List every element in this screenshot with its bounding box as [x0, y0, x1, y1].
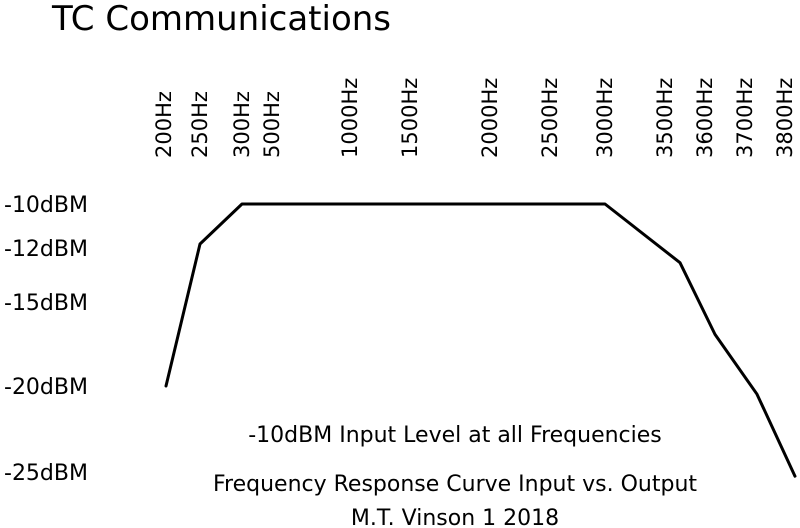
x-tick-labels: 200Hz 250Hz 300Hz 500Hz 1000Hz 1500Hz 2000Hz 25…	[152, 78, 797, 158]
annotation-curve-description: Frequency Response Curve Input vs. Outpu…	[213, 472, 697, 497]
y-tick-label: -20dBM	[4, 375, 88, 400]
x-tick-label: 2500Hz	[538, 78, 562, 158]
x-tick-label: 3800Hz	[773, 78, 797, 158]
y-tick-label: -12dBM	[4, 237, 88, 262]
annotation-input-level: -10dBM Input Level at all Frequencies	[248, 423, 662, 448]
x-tick-label: 2000Hz	[478, 78, 502, 158]
x-tick-label: 250Hz	[188, 91, 212, 158]
y-tick-labels: -10dBM -12dBM -15dBM -20dBM -25dBM	[4, 193, 88, 486]
chart-title: TC Communications	[51, 0, 391, 39]
y-tick-label: -15dBM	[4, 291, 88, 316]
x-tick-label: 3600Hz	[693, 78, 717, 158]
y-tick-label: -10dBM	[4, 193, 88, 218]
x-tick-label: 300Hz	[230, 91, 254, 158]
series-layer	[164, 202, 797, 478]
x-tick-label: 1000Hz	[338, 78, 362, 158]
x-tick-label: 3700Hz	[733, 78, 757, 158]
annotation-author: M.T. Vinson 1 2018	[351, 506, 559, 528]
x-tick-label: 1500Hz	[398, 78, 422, 158]
x-tick-label: 3000Hz	[593, 78, 617, 158]
x-tick-label: 200Hz	[152, 91, 176, 158]
x-tick-label: 3500Hz	[653, 78, 677, 158]
x-tick-label: 500Hz	[260, 91, 284, 158]
y-tick-label: -25dBM	[4, 461, 88, 486]
